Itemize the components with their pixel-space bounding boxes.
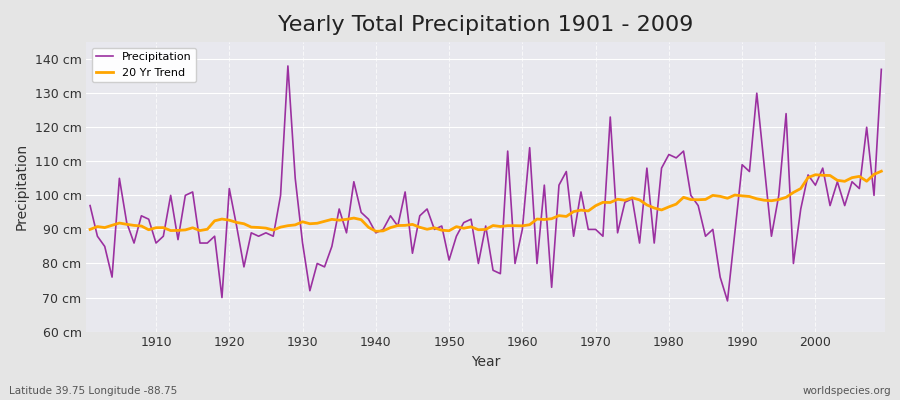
20 Yr Trend bbox=[612, 197, 623, 202]
Line: 20 Yr Trend: 20 Yr Trend bbox=[90, 171, 881, 231]
Legend: Precipitation, 20 Yr Trend: Precipitation, 20 Yr Trend bbox=[92, 48, 196, 82]
Line: Precipitation: Precipitation bbox=[90, 66, 881, 301]
Text: worldspecies.org: worldspecies.org bbox=[803, 386, 891, 396]
20 Yr Trend bbox=[348, 216, 359, 220]
20 Yr Trend bbox=[371, 229, 382, 234]
Precipitation bbox=[525, 145, 535, 150]
20 Yr Trend bbox=[525, 222, 535, 227]
Precipitation bbox=[283, 64, 293, 68]
Y-axis label: Precipitation: Precipitation bbox=[15, 143, 29, 230]
Precipitation bbox=[876, 67, 886, 72]
Precipitation bbox=[612, 230, 623, 235]
Precipitation bbox=[311, 261, 322, 266]
X-axis label: Year: Year bbox=[471, 355, 500, 369]
20 Yr Trend bbox=[304, 221, 315, 226]
Title: Yearly Total Precipitation 1901 - 2009: Yearly Total Precipitation 1901 - 2009 bbox=[278, 15, 693, 35]
Precipitation bbox=[85, 203, 95, 208]
Text: Latitude 39.75 Longitude -88.75: Latitude 39.75 Longitude -88.75 bbox=[9, 386, 177, 396]
20 Yr Trend bbox=[517, 224, 527, 228]
Precipitation bbox=[517, 227, 527, 232]
20 Yr Trend bbox=[143, 227, 154, 232]
20 Yr Trend bbox=[876, 169, 886, 174]
20 Yr Trend bbox=[85, 227, 95, 232]
Precipitation bbox=[143, 217, 154, 222]
Precipitation bbox=[722, 298, 733, 303]
Precipitation bbox=[356, 210, 366, 215]
